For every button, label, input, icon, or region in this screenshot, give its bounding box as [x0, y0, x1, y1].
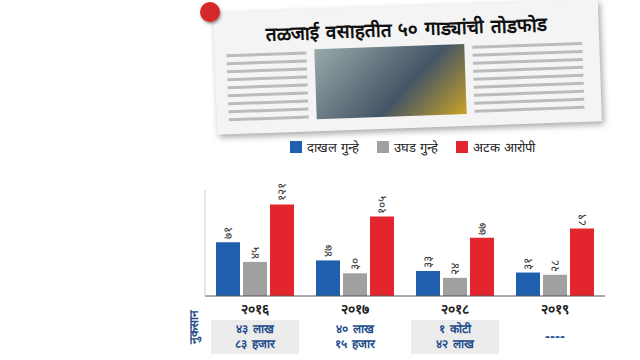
- svg-text:४५: ४५: [248, 247, 262, 259]
- html-text:१५ हजार: १५ हजार: [335, 337, 375, 351]
- html-text:उघड गुन्हे: उघड गुन्हे: [394, 140, 439, 155]
- svg-text:२०१८: २०१८: [441, 301, 469, 317]
- svg-text:८९: ८९: [575, 214, 589, 226]
- html-text:तळजाई वसाहतीत ५० गाड्यांची तोड: तळजाई वसाहतीत ५० गाड्यांची तोडफोड: [265, 13, 547, 45]
- svg-text:३३: ३३: [421, 256, 435, 268]
- svg-text:७१: ७१: [221, 227, 235, 239]
- svg-text:१०५: १०५: [375, 196, 389, 214]
- html-text:८३ हजार: ८३ हजार: [235, 337, 275, 351]
- html-text:१ कोटी: १ कोटी: [439, 322, 471, 336]
- svg-text:२८: २८: [548, 260, 562, 272]
- html-text:४२ लाख: ४२ लाख: [436, 337, 474, 351]
- html-text:दाखल गुन्हे: दाखल गुन्हे: [307, 140, 360, 155]
- svg-text:७७: ७७: [475, 223, 489, 235]
- svg-text:१२१: १२१: [275, 183, 289, 201]
- svg-text:२०१७: २०१७: [341, 301, 369, 317]
- svg-text:२४: २४: [448, 263, 462, 275]
- svg-text:३१: ३१: [521, 258, 535, 270]
- html-text:नुकसान: नुकसान: [186, 309, 201, 343]
- svg-text:३०: ३०: [348, 258, 362, 270]
- html-text:४० लाख: ४० लाख: [336, 322, 374, 336]
- svg-text:२०१६: २०१६: [241, 301, 270, 317]
- svg-text:२०१९: २०१९: [541, 301, 569, 317]
- html-text:४३ लाख: ४३ लाख: [236, 322, 274, 336]
- html-text:अटक आरोपी: अटक आरोपी: [473, 140, 536, 155]
- svg-text:४७: ४७: [321, 245, 335, 257]
